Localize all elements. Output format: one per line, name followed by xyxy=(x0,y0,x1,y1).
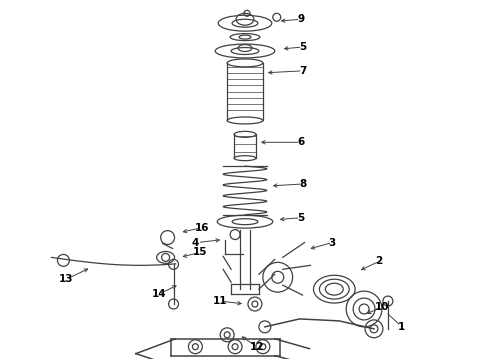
Text: 13: 13 xyxy=(59,274,74,284)
Text: 7: 7 xyxy=(299,66,306,76)
Text: 6: 6 xyxy=(297,137,304,147)
Text: 12: 12 xyxy=(250,342,264,352)
Text: 5: 5 xyxy=(299,42,306,52)
Text: 16: 16 xyxy=(195,222,210,233)
Text: 4: 4 xyxy=(192,238,199,248)
Text: 1: 1 xyxy=(398,322,405,332)
Text: 11: 11 xyxy=(213,296,227,306)
Text: 14: 14 xyxy=(151,289,166,299)
Text: 3: 3 xyxy=(329,238,336,248)
Text: 9: 9 xyxy=(297,14,304,24)
Text: 5: 5 xyxy=(297,213,304,223)
Text: 2: 2 xyxy=(375,256,383,266)
Text: 8: 8 xyxy=(299,179,306,189)
Text: 10: 10 xyxy=(375,302,389,312)
Text: 15: 15 xyxy=(193,247,208,257)
